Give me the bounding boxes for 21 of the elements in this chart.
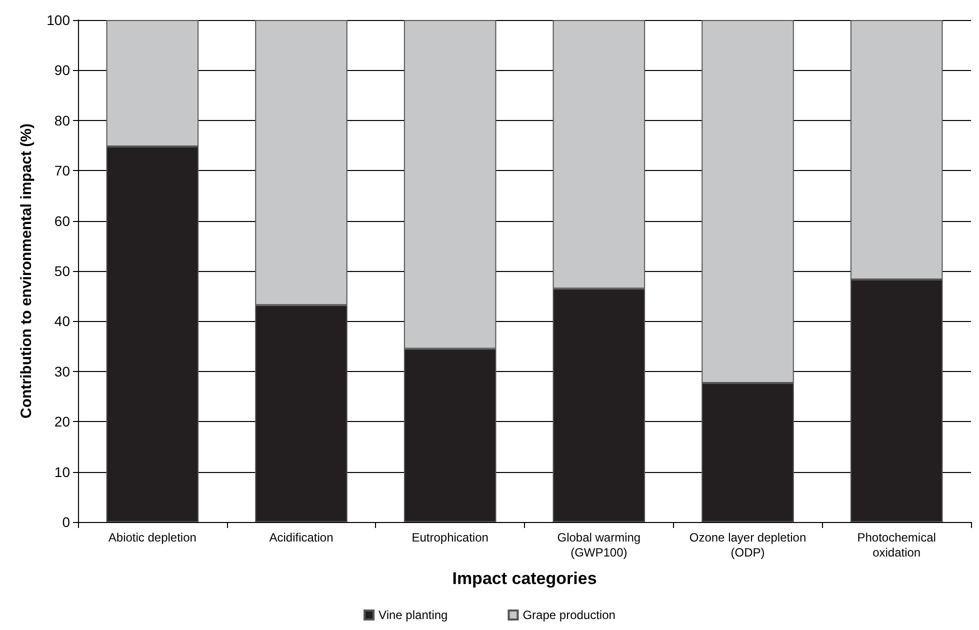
x-tick-label: Eutrophication — [412, 530, 488, 544]
y-tick-label: 90 — [54, 62, 70, 78]
y-tick-label: 60 — [54, 212, 70, 229]
y-tick-label: 50 — [54, 263, 70, 279]
y-tick-label: 40 — [54, 313, 70, 330]
x-tick-label: Photochemical oxidation — [857, 530, 936, 560]
legend-label: Vine planting — [378, 608, 448, 622]
y-axis-title: Contribution to environmental impact (%) — [18, 124, 35, 418]
y-tick-label: 20 — [54, 414, 70, 430]
y-tick-label: 80 — [54, 112, 70, 128]
x-tick-label: Global warming (GWP100) — [557, 530, 641, 560]
x-tick-label: Ozone layer depletion (ODP) — [689, 530, 806, 560]
y-tick-label: 100 — [46, 12, 70, 28]
y-tick-label: 70 — [54, 162, 70, 179]
legend-label: Grape production — [522, 608, 616, 622]
x-tick-label: Abiotic depletion — [108, 530, 196, 544]
x-axis-title: Impact categories — [452, 569, 597, 588]
y-tick-label: 10 — [54, 464, 70, 480]
x-tick-label: Acidification — [269, 530, 334, 544]
y-tick-label: 30 — [54, 363, 70, 380]
y-tick-label: 0 — [62, 514, 70, 530]
